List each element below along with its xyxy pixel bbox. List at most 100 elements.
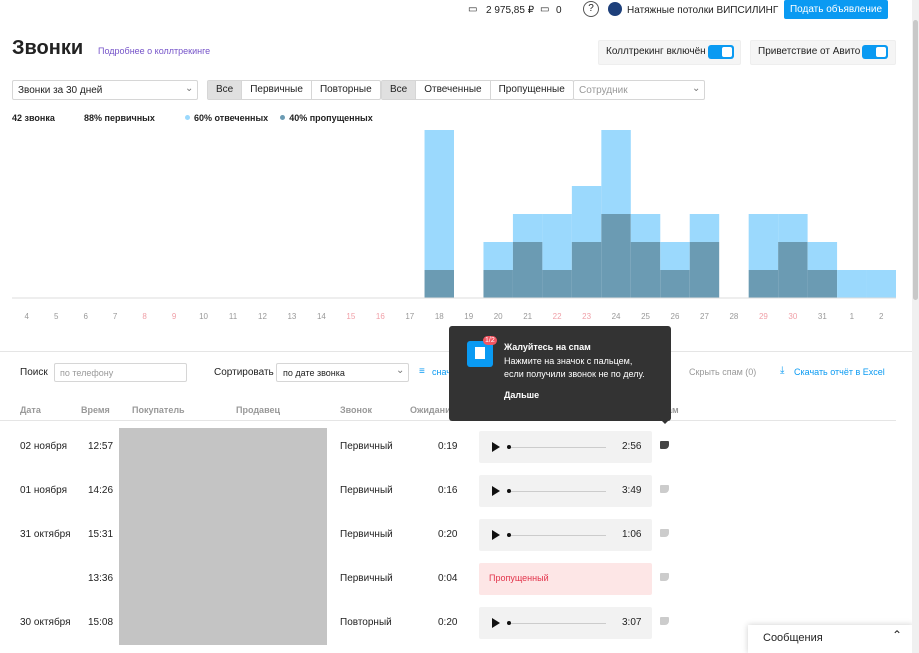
filter-option[interactable]: Отвеченные bbox=[415, 81, 489, 99]
column-header: Продавец bbox=[236, 405, 281, 415]
x-tick-label: 2 bbox=[879, 312, 884, 321]
spam-button[interactable] bbox=[660, 617, 669, 625]
spam-button[interactable] bbox=[660, 485, 669, 493]
bar bbox=[630, 242, 661, 298]
balance[interactable]: 2 975,85 ₽ bbox=[486, 5, 535, 16]
cell-call: Первичный bbox=[340, 485, 393, 496]
tooltip-next[interactable]: Дальше bbox=[504, 390, 540, 400]
employee-placeholder: Сотрудник bbox=[579, 85, 628, 96]
cell-call: Повторный bbox=[340, 617, 392, 628]
cell-wait: 0:04 bbox=[438, 573, 458, 584]
help[interactable]: ? bbox=[583, 1, 599, 17]
x-tick-label: 20 bbox=[494, 312, 503, 321]
export-link[interactable]: Скачать отчёт в Excel bbox=[794, 367, 885, 377]
x-tick-label: 14 bbox=[317, 312, 326, 321]
spam-button[interactable] bbox=[660, 529, 669, 537]
account[interactable]: Натяжные потолки ВИПСИЛИНГ bbox=[627, 5, 779, 16]
x-tick-label: 4 bbox=[25, 312, 30, 321]
x-tick-label: 6 bbox=[83, 312, 88, 321]
search-input[interactable] bbox=[54, 363, 187, 382]
chevron: ⌄ bbox=[396, 365, 405, 376]
bar bbox=[512, 242, 543, 298]
bar bbox=[542, 270, 572, 298]
hide-spam[interactable]: Скрыть спам (0) bbox=[689, 367, 757, 377]
x-tick-label: 15 bbox=[346, 312, 355, 321]
legend: 60% отвеченных 40% пропущенных bbox=[185, 113, 385, 123]
legend-item: 60% отвеченных bbox=[185, 113, 268, 123]
bar bbox=[571, 242, 602, 298]
spam-button[interactable] bbox=[660, 573, 669, 581]
search-label: Поиск bbox=[20, 367, 48, 378]
legend-dot bbox=[280, 115, 286, 120]
progress-dot bbox=[507, 489, 511, 493]
period-select[interactable] bbox=[12, 80, 198, 100]
period: Звонки за 30 дней bbox=[18, 85, 103, 96]
tooltip-arrow bbox=[659, 418, 671, 430]
tooltip-icon bbox=[467, 341, 493, 367]
filter-option[interactable]: Все bbox=[382, 81, 416, 99]
type-filter: Все Первичные Повторные bbox=[207, 80, 381, 100]
cell-status: Пропущенный bbox=[489, 573, 549, 583]
x-tick-label: 18 bbox=[435, 312, 444, 321]
x-tick-label: 29 bbox=[759, 312, 768, 321]
play-button[interactable] bbox=[492, 442, 500, 452]
cell-call: Первичный bbox=[340, 441, 393, 452]
play-button[interactable] bbox=[492, 530, 500, 540]
cell-wait: 0:19 bbox=[438, 441, 458, 452]
x-tick-label: 10 bbox=[199, 312, 208, 321]
chart: 4 5 6 7 8 9 10 11 12 13 14 15 16 17 18 19 20 21 22 23 24 25 26… bbox=[12, 130, 896, 321]
learn-more[interactable]: Подробнее о коллтрекинге bbox=[98, 46, 211, 56]
bar bbox=[837, 270, 867, 298]
toggle-label: Коллтрекинг включён bbox=[606, 46, 706, 57]
filter-option[interactable]: Все bbox=[208, 81, 242, 99]
x-tick-label: 25 bbox=[641, 312, 650, 321]
legend-dot bbox=[185, 115, 190, 120]
bar bbox=[601, 214, 631, 298]
avatar[interactable] bbox=[608, 2, 622, 16]
promo-count[interactable]: 0 bbox=[556, 5, 562, 16]
cell-wait: 0:16 bbox=[438, 485, 458, 496]
bar bbox=[748, 270, 779, 298]
bar bbox=[807, 242, 838, 270]
employee-select[interactable] bbox=[573, 80, 705, 100]
messenger[interactable] bbox=[748, 625, 913, 653]
legend-item: 40% пропущенных bbox=[280, 113, 373, 123]
progress-dot bbox=[507, 445, 511, 449]
post-button[interactable]: Подать объявление bbox=[784, 0, 888, 19]
toggle[interactable] bbox=[862, 45, 888, 59]
search-placeholder: по телефону bbox=[60, 368, 114, 378]
bar bbox=[571, 186, 602, 242]
bar bbox=[748, 214, 779, 270]
scrollbar bbox=[912, 0, 919, 653]
cell-wait: 0:20 bbox=[438, 529, 458, 540]
bar bbox=[807, 270, 838, 298]
promo-icon: ▭ bbox=[540, 4, 550, 15]
cell-time: 15:08 bbox=[88, 617, 114, 628]
x-tick-label: 12 bbox=[258, 312, 267, 321]
x-tick-label: 17 bbox=[405, 312, 414, 321]
progress-track bbox=[507, 491, 606, 492]
progress-track bbox=[507, 623, 606, 624]
bar bbox=[512, 214, 543, 242]
sort-select[interactable] bbox=[276, 363, 409, 382]
column-header: Дата bbox=[20, 405, 41, 415]
filter-option[interactable]: Первичные bbox=[241, 81, 311, 99]
bar bbox=[630, 214, 661, 242]
filter-option[interactable]: Повторные bbox=[310, 81, 380, 99]
toggle[interactable] bbox=[708, 45, 734, 59]
progress-dot bbox=[507, 533, 511, 537]
chevron: ⌄ bbox=[692, 83, 701, 94]
cell-date: 02 ноября bbox=[20, 441, 67, 452]
play-button[interactable] bbox=[492, 618, 500, 628]
bar bbox=[689, 214, 720, 242]
filter-option[interactable]: Пропущенные bbox=[489, 81, 573, 99]
legend-label: 60% отвеченных bbox=[194, 113, 269, 123]
x-tick-label: 5 bbox=[54, 312, 59, 321]
play-button[interactable] bbox=[492, 486, 500, 496]
cell-time: 15:31 bbox=[88, 529, 114, 540]
progress-track bbox=[507, 535, 606, 536]
wallet-icon: ▭ bbox=[468, 4, 478, 15]
spam-button[interactable] bbox=[660, 441, 669, 449]
x-tick-label: 7 bbox=[113, 312, 118, 321]
